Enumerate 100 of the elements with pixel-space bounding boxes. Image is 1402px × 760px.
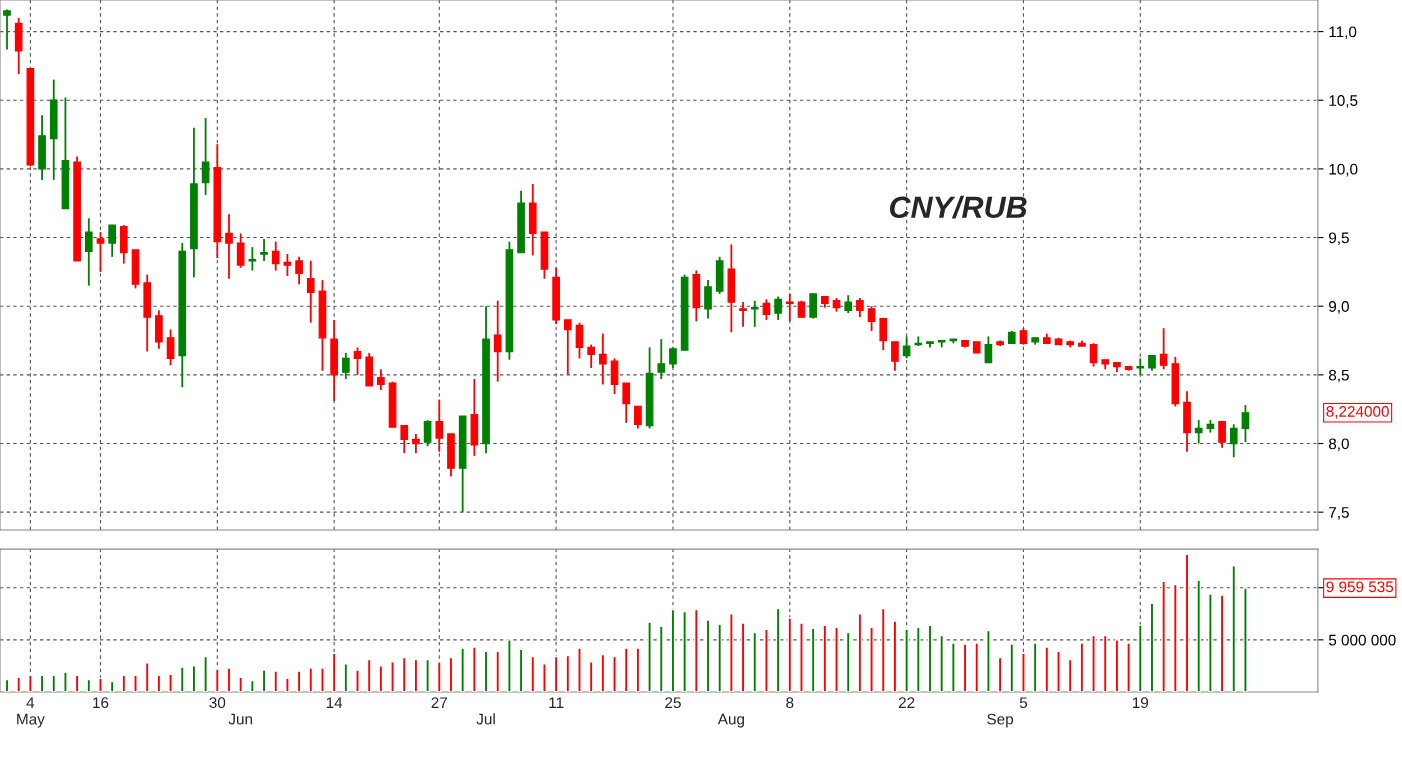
bar	[915, 626, 921, 692]
bar	[63, 671, 68, 692]
x-tick-label: Sep	[987, 713, 1014, 728]
x-tick-label: 22	[898, 697, 915, 708]
y-tick-label: 9,0	[1329, 301, 1349, 314]
y-tick-label: 10,0	[1329, 163, 1358, 177]
bar	[273, 670, 279, 692]
bar	[1196, 579, 1202, 692]
bar	[1161, 580, 1166, 692]
bar	[1091, 634, 1096, 692]
candlestick	[400, 424, 409, 455]
y-tick-label: 8,0	[1328, 438, 1349, 452]
bar	[308, 667, 314, 692]
candlestick	[423, 419, 432, 448]
candlestick	[248, 246, 257, 272]
bar	[974, 642, 980, 692]
y-tick-label: 8,5	[1328, 369, 1349, 383]
candlestick	[295, 255, 303, 286]
bar	[880, 607, 886, 692]
candlestick	[610, 357, 619, 395]
candlestick	[902, 335, 911, 360]
candlestick	[283, 253, 292, 277]
bar	[717, 623, 723, 692]
candlestick	[1136, 357, 1145, 376]
candlestick	[108, 224, 116, 258]
candlestick	[260, 238, 268, 262]
bar	[1126, 642, 1131, 692]
candlestick	[493, 299, 502, 383]
text: 8,224000	[1326, 406, 1389, 419]
candlestick	[809, 292, 817, 320]
bar	[401, 656, 407, 692]
bar	[203, 655, 208, 692]
candlestick	[622, 382, 631, 424]
candlestick	[1194, 419, 1203, 445]
candlestick	[563, 319, 572, 376]
candlestick	[1089, 342, 1098, 368]
bar	[588, 661, 594, 692]
bar	[425, 658, 430, 692]
bar	[179, 666, 185, 692]
bar	[16, 676, 22, 692]
candlestick	[84, 217, 93, 287]
bar	[752, 631, 758, 692]
candlestick	[984, 335, 993, 364]
bar	[238, 676, 244, 692]
candlestick	[785, 292, 794, 323]
x-tick-label: 16	[93, 697, 109, 709]
x-tick-label: Jun	[228, 713, 252, 725]
x-tick-label: 27	[431, 697, 448, 708]
candlestick	[634, 405, 642, 430]
bar	[612, 655, 617, 692]
bar	[799, 622, 804, 692]
bar	[729, 613, 734, 692]
bar	[250, 679, 255, 692]
bar	[168, 673, 173, 692]
bar	[1044, 646, 1050, 692]
x-tick-label: 4 May	[17, 697, 45, 728]
bar	[939, 634, 945, 692]
x-tick-label: 14	[326, 697, 343, 708]
bar	[951, 642, 956, 692]
bar	[530, 655, 536, 692]
text: 9 959 535	[1326, 581, 1394, 593]
bar	[495, 650, 501, 692]
candlestick	[575, 321, 584, 360]
candlestick	[704, 279, 712, 320]
candlestick	[856, 297, 864, 319]
bar	[869, 626, 874, 692]
bar	[986, 629, 991, 692]
bar	[647, 621, 652, 692]
candlestick	[867, 305, 876, 332]
y-tick-label: 11,0	[1329, 26, 1357, 40]
bar	[1231, 565, 1237, 692]
bar	[320, 667, 325, 692]
candlestick	[1241, 404, 1250, 444]
bar	[51, 674, 57, 692]
candlestick	[236, 232, 245, 269]
bar	[658, 625, 664, 692]
bar	[1056, 650, 1061, 692]
candlestick	[1218, 420, 1226, 449]
bar	[144, 662, 150, 692]
y-tick-label: 9,5	[1329, 232, 1349, 246]
candlestick	[377, 368, 385, 391]
candlestick	[599, 332, 607, 386]
bar	[460, 647, 465, 692]
bar	[845, 631, 851, 692]
candlestick	[774, 295, 782, 321]
candlestick	[201, 117, 210, 196]
bar	[472, 646, 477, 692]
x-tick-label: 19	[1132, 697, 1149, 709]
bar	[1137, 624, 1143, 692]
bar	[565, 654, 571, 692]
candlestick	[166, 328, 175, 367]
bar	[542, 663, 547, 692]
bar	[1208, 593, 1213, 692]
bar	[98, 677, 103, 692]
bar	[1009, 643, 1015, 692]
bar	[682, 610, 687, 692]
bar	[86, 678, 92, 692]
bar	[1173, 583, 1178, 692]
bar	[623, 647, 629, 692]
bar	[1102, 634, 1108, 692]
